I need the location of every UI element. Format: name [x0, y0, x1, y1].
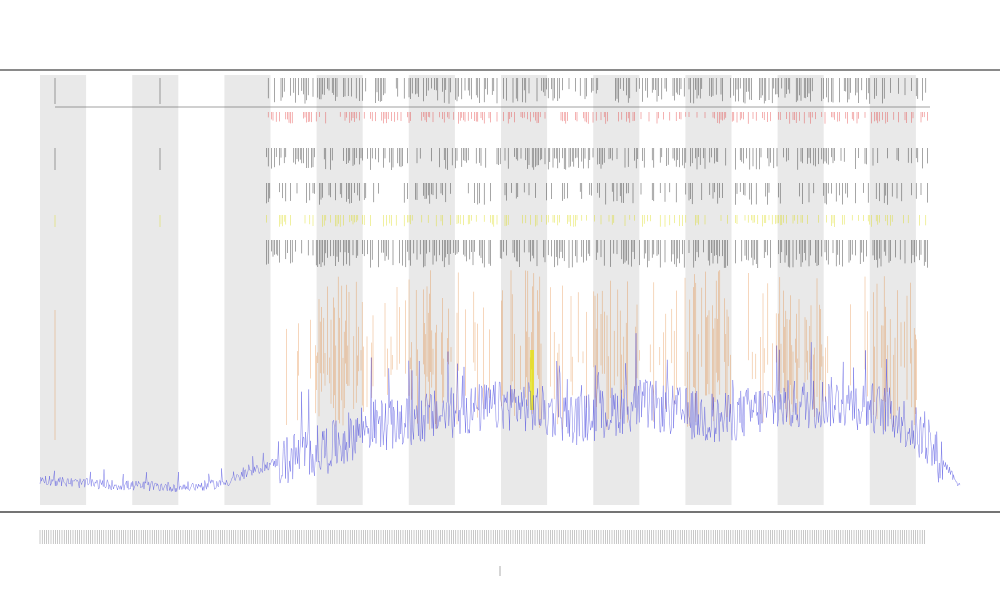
tick-row-path [54, 78, 927, 104]
tick-row [267, 112, 928, 124]
series-line [39, 333, 961, 493]
x-tick-dense-marks [39, 530, 925, 544]
series-layer [39, 333, 961, 493]
tick-row [54, 215, 927, 227]
tick-row-path [54, 215, 927, 227]
period-band [685, 75, 732, 505]
tick-row [266, 240, 928, 268]
axes [0, 69, 1000, 513]
tick-row-path [267, 112, 928, 124]
orange-spikes-path [54, 270, 917, 440]
period-band [501, 75, 548, 505]
period-band [593, 75, 640, 505]
activity-spikes [54, 270, 917, 440]
period-band [869, 75, 916, 505]
period-band [40, 75, 87, 505]
period-band [408, 75, 455, 505]
period-bands [40, 75, 916, 505]
event-tick-rows [54, 78, 928, 268]
period-band [132, 75, 179, 505]
tick-row-path [266, 183, 928, 205]
period-band [316, 75, 363, 505]
x-tick-marks [39, 530, 925, 576]
period-band [224, 75, 271, 505]
tick-row-path [266, 240, 928, 268]
tick-row-path [54, 148, 928, 170]
yellow-marker [530, 350, 534, 410]
period-band [777, 75, 824, 505]
tick-row [54, 148, 928, 170]
tick-row [266, 183, 928, 205]
tick-row [54, 78, 927, 104]
